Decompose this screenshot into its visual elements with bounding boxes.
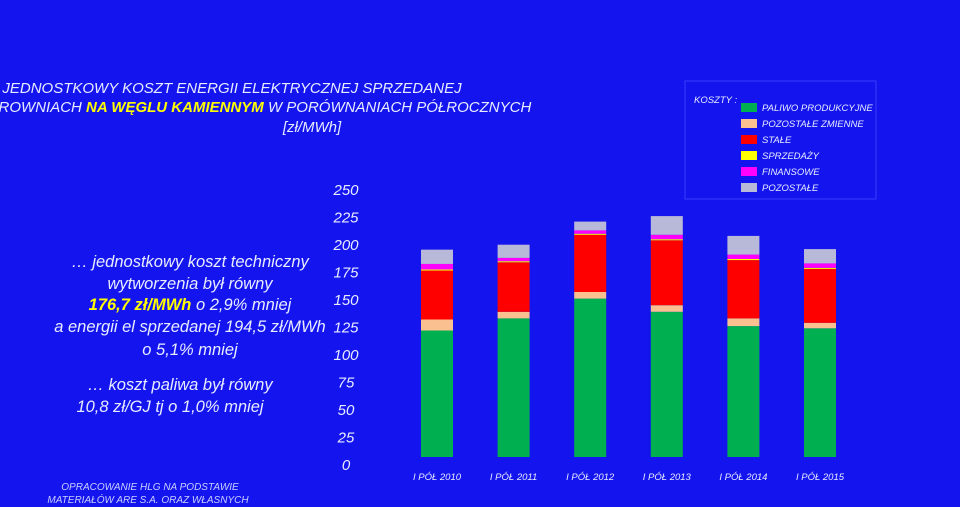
legend-swatch [741, 151, 757, 160]
bar-segment [421, 263, 453, 270]
bar-segment [574, 292, 607, 299]
legend-label: PALIWO PRODUKCYJNE [762, 103, 873, 114]
y-tick-label: 225 [332, 210, 359, 227]
bar-segment [650, 234, 683, 240]
bar-segment [497, 262, 530, 312]
x-tick-label: I PÓŁ 2013 [643, 472, 692, 483]
x-tick-label: I PÓŁ 2010 [413, 472, 462, 483]
y-tick-label: 100 [333, 347, 359, 364]
legend-swatch [741, 183, 757, 192]
note-highlight: 176,7 zł/MWh [89, 296, 192, 314]
bar-segment [574, 298, 607, 457]
x-tick-label: I PÓŁ 2014 [719, 472, 767, 483]
note: wytworzenia był równy [107, 275, 274, 293]
bar-segment [650, 216, 683, 235]
legend-label: SPRZEDAŻY [762, 151, 820, 162]
y-tick-label: 200 [332, 237, 359, 254]
bar-segment [574, 234, 607, 292]
bar-segment [497, 318, 530, 457]
bar-segment [497, 244, 530, 258]
y-tick-label: 25 [337, 430, 355, 447]
footer: MATERIAŁÓW ARE S.A. ORAZ WŁASNYCH [47, 493, 249, 506]
note: 176,7 zł/MWh o 2,9% mniej [89, 296, 293, 314]
legend-swatch [741, 135, 757, 144]
bar-segment [650, 311, 683, 457]
bar-segment [727, 254, 760, 259]
legend-label: FINANSOWE [762, 167, 820, 178]
y-tick-label: 250 [332, 182, 359, 199]
legend-box [684, 80, 877, 200]
bar-segment [574, 230, 607, 234]
bar-segment [421, 270, 453, 320]
bar-segment [727, 318, 760, 327]
bar-segment [804, 322, 836, 329]
legend-label: POZOSTAŁE [762, 183, 819, 194]
footer: OPRACOWANIE HLG NA PODSTAWIE [61, 482, 239, 493]
legend-swatch [741, 167, 757, 176]
title-part: W ELEKTROWNIACH [0, 99, 86, 116]
bar-segment [497, 311, 530, 319]
title-line: W ELEKTROWNIACH NA WĘGLU KAMIENNYM W POR… [0, 99, 531, 116]
bar-segment [421, 269, 453, 271]
y-tick-label: 150 [333, 292, 359, 309]
bar-segment [497, 257, 530, 262]
bar-segment [727, 235, 760, 255]
bar-segment [804, 328, 836, 457]
x-tick-label: I PÓŁ 2012 [566, 472, 615, 483]
bar-segment [804, 249, 836, 264]
note-part: o 2,9% mniej [191, 296, 292, 314]
y-tick-label: 125 [333, 320, 359, 337]
title-unit: [zł/MWh] [282, 119, 342, 136]
legend-title: KOSZTY : [694, 95, 737, 106]
legend-swatch [741, 103, 757, 112]
plot: 0 25 50 75 100 125 150 175 200 225 250 I PÓŁ 2010 I … [332, 103, 873, 483]
x-tick-label: I PÓŁ 2015 [796, 472, 845, 483]
title-line: JEDNOSTKOWY KOSZT ENERGII ELEKTRYCZNEJ S… [1, 80, 462, 97]
bar-segment [650, 240, 683, 306]
legend-label: POZOSTAŁE ZMIENNE [762, 119, 864, 130]
bar-segment [421, 319, 453, 331]
bar-segment [421, 330, 453, 457]
bar-segment [650, 239, 683, 241]
bar-segment [727, 259, 760, 261]
bar-segment [727, 326, 760, 457]
note: a energii el sprzedanej 194,5 zł/MWh [54, 318, 325, 336]
note: … jednostkowy koszt techniczny [71, 253, 310, 271]
bar-segment [650, 305, 683, 312]
bar-segment [497, 261, 530, 263]
y-tick-label: 75 [338, 375, 355, 392]
bar-segment [804, 263, 836, 268]
bar-segment [804, 267, 836, 269]
bar-segment [727, 260, 760, 319]
note: 10,8 zł/GJ tj o 1,0% mniej [76, 398, 264, 416]
x-tick-label: I PÓŁ 2011 [490, 472, 537, 483]
title-part: W PORÓWNANIACH PÓŁROCZNYCH [264, 99, 532, 116]
bar-segment [574, 233, 607, 235]
y-tick-label: 175 [333, 265, 359, 282]
bar-segment [804, 268, 836, 323]
note: … koszt paliwa był równy [87, 376, 274, 394]
legend-label: STAŁE [762, 135, 792, 146]
legend-swatch [741, 119, 757, 128]
title-highlight: NA WĘGLU KAMIENNYM [86, 99, 264, 116]
y-tick-label: 0 [342, 457, 351, 474]
bar-segment [421, 249, 453, 264]
bar-segment [574, 221, 607, 231]
y-tick-label: 50 [338, 402, 355, 419]
note: o 5,1% mniej [142, 341, 239, 359]
